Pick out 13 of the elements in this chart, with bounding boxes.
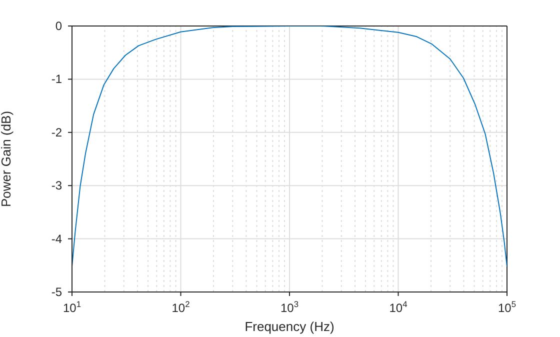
y-tick-label: -1 — [51, 72, 62, 86]
y-tick-label: 0 — [55, 19, 62, 33]
y-tick-label: -3 — [51, 178, 62, 193]
x-tick-label: 10$^{3}$ — [280, 299, 299, 315]
y-axis-title: Power Gain (dB) — [0, 110, 14, 208]
y-tick-label: -2 — [51, 125, 62, 140]
y-tick-label: -5 — [51, 285, 62, 299]
x-tick-label: 10$^{1}$ — [62, 299, 82, 315]
y-tick-label: -4 — [51, 232, 62, 246]
x-axis-title: Frequency (Hz) — [244, 319, 334, 334]
x-tick-label: 10$^{5}$ — [498, 299, 516, 315]
x-tick-label: 10$^{4}$ — [389, 299, 408, 315]
x-tick-label: 10$^{2}$ — [172, 299, 190, 315]
